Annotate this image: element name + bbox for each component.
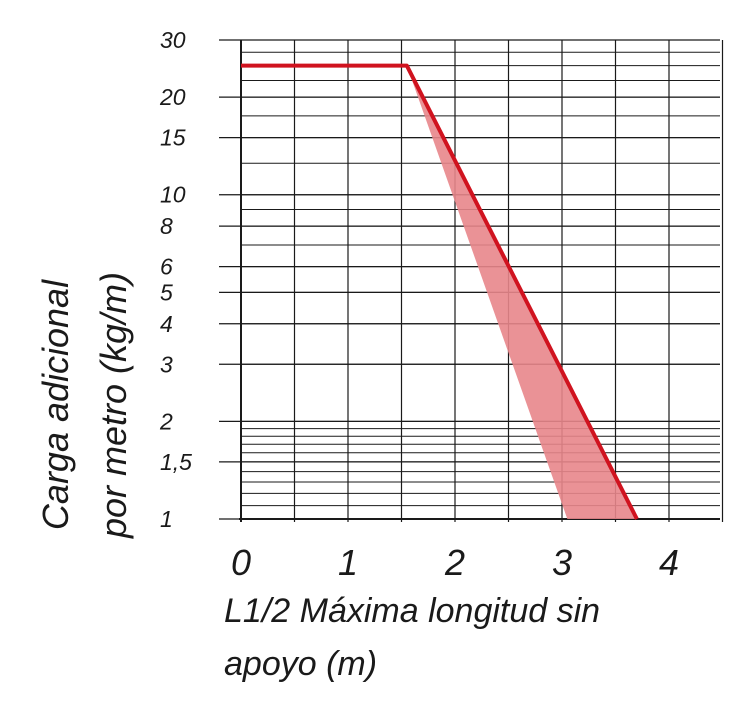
x-tick-label: 0 bbox=[231, 542, 251, 583]
y-tick-label: 3 bbox=[160, 351, 173, 377]
grid bbox=[219, 39, 724, 522]
load-curve bbox=[241, 63, 639, 520]
y-tick-label: 15 bbox=[160, 125, 186, 151]
y-axis-label: Carga adicional por metro (kg/m) bbox=[35, 272, 134, 539]
y-axis-label-line-1: Carga adicional bbox=[35, 279, 76, 530]
y-tick-label: 2 bbox=[159, 408, 173, 434]
y-tick-label: 1,5 bbox=[160, 449, 192, 475]
x-tick-label: 3 bbox=[552, 542, 572, 583]
y-tick-label: 4 bbox=[160, 311, 173, 337]
y-axis-label-line-2: por metro (kg/m) bbox=[93, 272, 134, 539]
y-tick-label: 8 bbox=[160, 213, 173, 239]
load-curve-layer bbox=[241, 63, 639, 520]
x-axis-label-line-1: L1/2 Máxima longitud sin bbox=[224, 592, 600, 630]
x-tick-label: 1 bbox=[338, 542, 358, 583]
y-tick-label: 1 bbox=[160, 506, 173, 532]
x-tick-labels: 0 1 2 3 4 bbox=[231, 542, 679, 583]
x-tick-label: 4 bbox=[659, 542, 679, 583]
y-tick-label: 6 bbox=[160, 254, 173, 280]
y-tick-label: 5 bbox=[160, 279, 173, 305]
y-tick-label: 20 bbox=[159, 84, 186, 110]
y-tick-labels: 30 20 15 10 8 65 4 3 2 1,5 1 bbox=[159, 27, 192, 532]
y-tick-label: 30 bbox=[160, 27, 186, 53]
x-axis-label-line-2: apoyo (m) bbox=[224, 645, 377, 683]
x-tick-label: 2 bbox=[444, 542, 465, 583]
y-tick-label: 10 bbox=[160, 182, 186, 208]
